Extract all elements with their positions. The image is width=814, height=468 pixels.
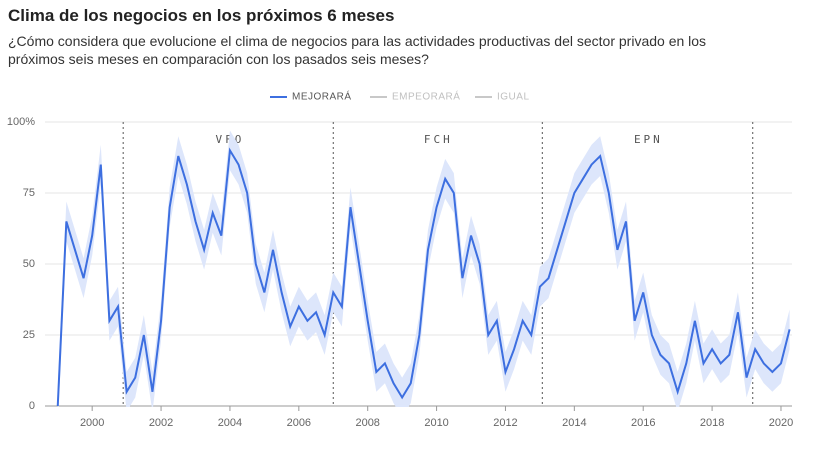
series-group xyxy=(56,130,791,407)
x-tick-label: 2020 xyxy=(769,417,793,429)
x-tick-label: 2010 xyxy=(424,417,448,429)
legend-label: IGUAL xyxy=(497,92,530,103)
header: Clima de los negocios en los próximos 6 … xyxy=(8,6,708,68)
x-tick-label: 2006 xyxy=(287,417,311,429)
chart-subtitle: ¿Cómo considera que evolucione el clima … xyxy=(8,33,707,67)
y-tick-label: 25 xyxy=(23,329,35,341)
x-tick-label: 2018 xyxy=(700,417,724,429)
y-tick-label: 75 xyxy=(23,187,35,199)
legend-label: EMPEORARÁ xyxy=(392,90,460,103)
x-tick-label: 2008 xyxy=(355,417,379,429)
y-tick-label: 50 xyxy=(23,258,35,270)
x-tick-label: 2014 xyxy=(562,417,586,429)
x-tick-label: 2016 xyxy=(631,417,655,429)
series-line xyxy=(56,147,791,407)
x-tick-label: 2000 xyxy=(80,417,104,429)
y-tick-label: 100% xyxy=(7,116,35,128)
chart-title: Clima de los negocios en los próximos 6 … xyxy=(8,6,395,25)
x-tick-label: 2012 xyxy=(493,417,517,429)
period-label: FCH xyxy=(424,133,453,146)
period-label: EPN xyxy=(634,133,663,146)
confidence-band xyxy=(57,130,790,407)
legend-label: MEJORARÁ xyxy=(292,90,352,103)
y-tick-label: 0 xyxy=(29,400,35,412)
x-tick-label: 2004 xyxy=(218,417,242,429)
x-tick-label: 2002 xyxy=(149,417,173,429)
